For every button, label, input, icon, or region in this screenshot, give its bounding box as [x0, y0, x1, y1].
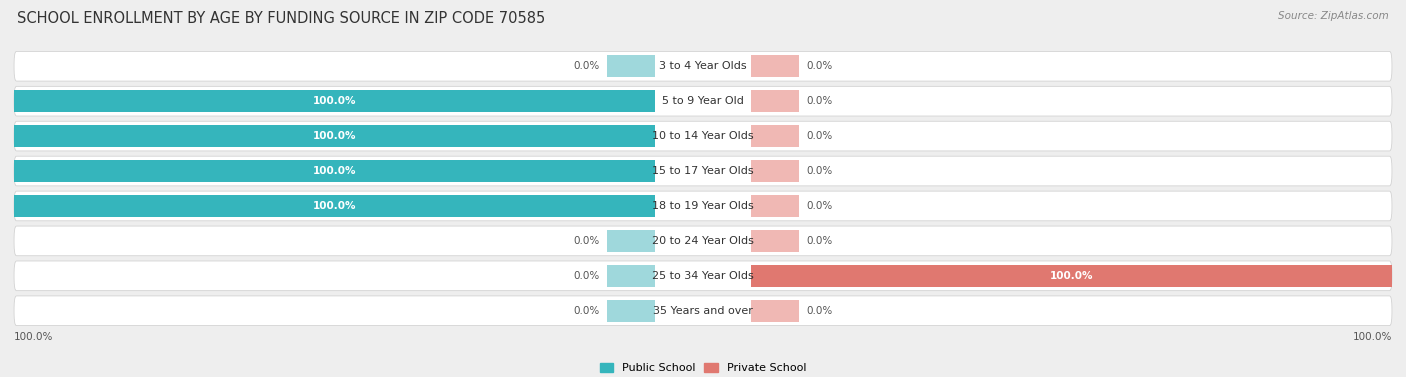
FancyBboxPatch shape — [14, 191, 1392, 221]
Text: 0.0%: 0.0% — [807, 166, 832, 176]
Text: 0.0%: 0.0% — [574, 61, 599, 71]
Text: 100.0%: 100.0% — [1050, 271, 1094, 281]
FancyBboxPatch shape — [14, 86, 1392, 116]
Text: 0.0%: 0.0% — [574, 236, 599, 246]
Legend: Public School, Private School: Public School, Private School — [595, 359, 811, 377]
Text: 0.0%: 0.0% — [807, 306, 832, 316]
Text: SCHOOL ENROLLMENT BY AGE BY FUNDING SOURCE IN ZIP CODE 70585: SCHOOL ENROLLMENT BY AGE BY FUNDING SOUR… — [17, 11, 546, 26]
Bar — [606, 55, 655, 77]
Bar — [751, 90, 800, 112]
Text: 0.0%: 0.0% — [574, 271, 599, 281]
Text: 18 to 19 Year Olds: 18 to 19 Year Olds — [652, 201, 754, 211]
Text: 100.0%: 100.0% — [1353, 333, 1392, 342]
FancyBboxPatch shape — [14, 296, 1392, 326]
Bar — [14, 195, 655, 217]
Text: 100.0%: 100.0% — [14, 333, 53, 342]
Bar — [751, 300, 800, 322]
Text: 20 to 24 Year Olds: 20 to 24 Year Olds — [652, 236, 754, 246]
Bar — [606, 230, 655, 252]
Text: 0.0%: 0.0% — [807, 96, 832, 106]
Bar — [751, 125, 800, 147]
Text: 0.0%: 0.0% — [807, 201, 832, 211]
Bar — [606, 300, 655, 322]
Text: 5 to 9 Year Old: 5 to 9 Year Old — [662, 96, 744, 106]
FancyBboxPatch shape — [14, 51, 1392, 81]
FancyBboxPatch shape — [14, 121, 1392, 151]
Text: Source: ZipAtlas.com: Source: ZipAtlas.com — [1278, 11, 1389, 21]
Text: 35 Years and over: 35 Years and over — [652, 306, 754, 316]
Text: 3 to 4 Year Olds: 3 to 4 Year Olds — [659, 61, 747, 71]
Bar — [606, 265, 655, 287]
Text: 25 to 34 Year Olds: 25 to 34 Year Olds — [652, 271, 754, 281]
Bar — [751, 265, 1392, 287]
Text: 10 to 14 Year Olds: 10 to 14 Year Olds — [652, 131, 754, 141]
Text: 100.0%: 100.0% — [312, 131, 356, 141]
Text: 100.0%: 100.0% — [312, 201, 356, 211]
Bar — [14, 125, 655, 147]
Bar — [751, 195, 800, 217]
Text: 100.0%: 100.0% — [312, 166, 356, 176]
Text: 0.0%: 0.0% — [807, 131, 832, 141]
Text: 15 to 17 Year Olds: 15 to 17 Year Olds — [652, 166, 754, 176]
Bar — [751, 55, 800, 77]
Text: 0.0%: 0.0% — [807, 236, 832, 246]
FancyBboxPatch shape — [14, 226, 1392, 256]
Bar — [14, 160, 655, 182]
Bar — [751, 230, 800, 252]
Bar — [14, 90, 655, 112]
Text: 0.0%: 0.0% — [807, 61, 832, 71]
Text: 100.0%: 100.0% — [312, 96, 356, 106]
FancyBboxPatch shape — [14, 261, 1392, 291]
Text: 0.0%: 0.0% — [574, 306, 599, 316]
FancyBboxPatch shape — [14, 156, 1392, 186]
Bar — [751, 160, 800, 182]
